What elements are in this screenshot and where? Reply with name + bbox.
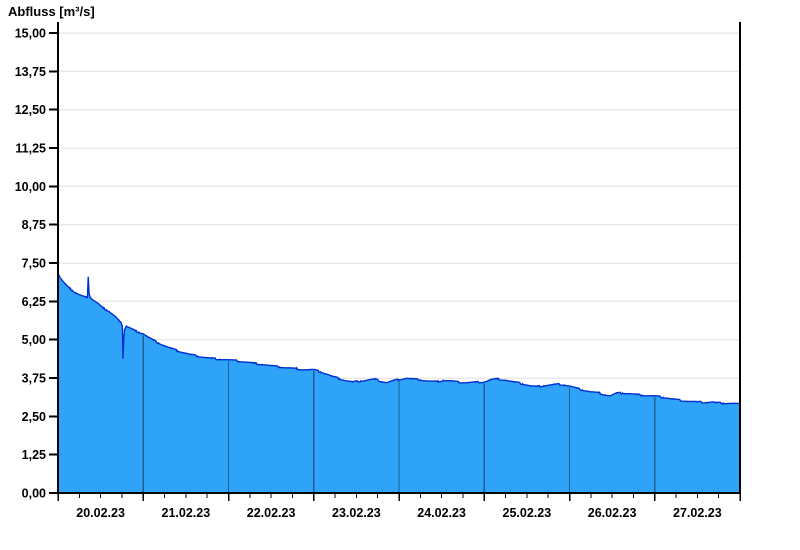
y-tick-label: 2,50	[22, 410, 46, 424]
axes	[57, 22, 741, 494]
y-tick-label: 8,75	[22, 218, 46, 232]
y-tick-label: 0,00	[22, 487, 46, 501]
x-axis-ticks	[57, 494, 741, 501]
y-tick-label: 12,50	[15, 103, 46, 117]
x-tick-label: 23.02.23	[332, 506, 381, 520]
y-tick-label: 3,75	[22, 372, 46, 386]
day-boundary-gridlines	[142, 335, 656, 492]
y-tick-label: 5,00	[22, 333, 46, 347]
x-tick-label: 27.02.23	[673, 506, 722, 520]
x-tick-label: 20.02.23	[76, 506, 125, 520]
x-tick-label: 22.02.23	[247, 506, 296, 520]
y-tick-label: 15,00	[15, 27, 46, 41]
x-tick-label: 25.02.23	[503, 506, 552, 520]
y-axis-labels: 0,00 1,25 2,50 3,75 5,00 6,25 7,50 8,75 10,00 11,…	[15, 27, 58, 501]
y-tick-label: 13,75	[15, 65, 46, 79]
x-tick-label: 24.02.23	[417, 506, 466, 520]
y-tick-label: 1,25	[22, 448, 46, 462]
x-tick-label: 21.02.23	[162, 506, 211, 520]
y-tick-label: 11,25	[15, 142, 46, 156]
y-tick-label: 10,00	[15, 180, 46, 194]
x-axis-labels: 20.02.23 21.02.23 22.02.23 23.02.23 24.02.23…	[76, 506, 721, 520]
chart-title: Abfluss [m³/s]	[8, 4, 95, 19]
x-tick-label: 26.02.23	[588, 506, 637, 520]
y-tick-label: 7,50	[22, 257, 46, 271]
y-tick-label: 6,25	[22, 295, 46, 309]
